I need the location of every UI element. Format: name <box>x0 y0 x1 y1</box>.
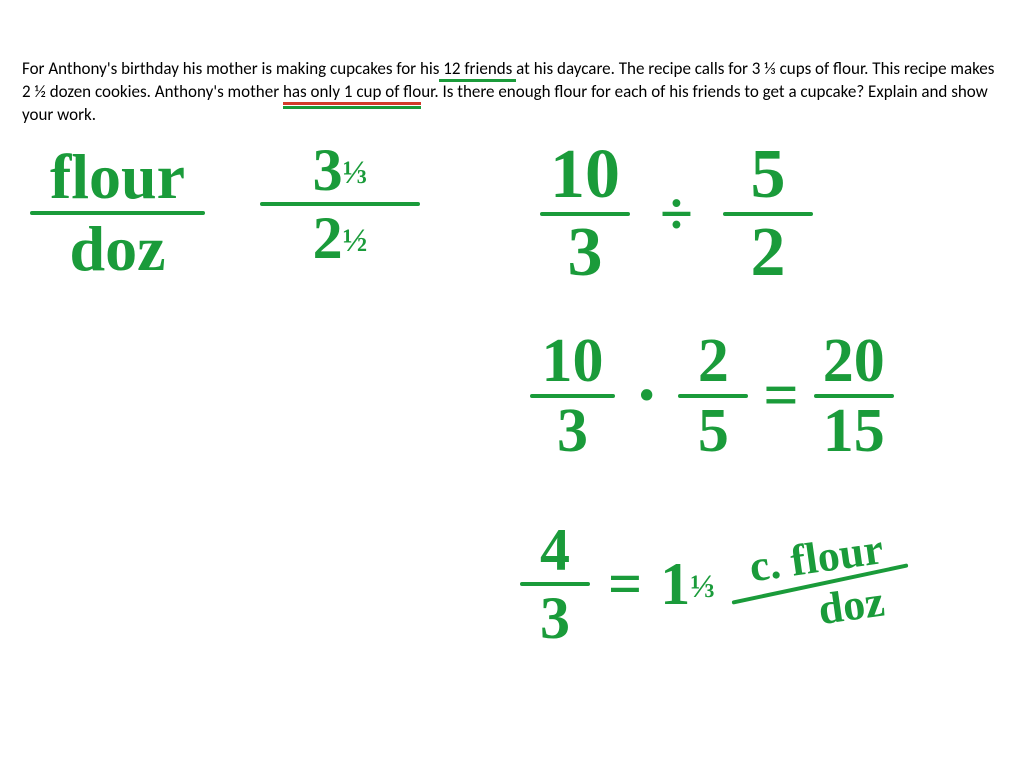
division-symbol: ÷ <box>660 184 693 244</box>
multiply-step: 10 3 · 2 5 = 20 15 <box>530 330 894 462</box>
setup-den-frac: ½ <box>343 225 368 258</box>
setup-fraction: 3⅓ 2½ <box>260 140 420 268</box>
mul-res-den: 15 <box>819 398 889 462</box>
underline-friends: 12 friends <box>439 58 516 82</box>
div-left-den: 3 <box>564 216 607 288</box>
ans-num: 4 <box>536 520 574 582</box>
answer-step: 4 3 = 1⅓ c. flour doz <box>520 520 910 648</box>
div-right-den: 2 <box>746 216 789 288</box>
label-num: flour <box>46 145 189 211</box>
setup-num-whole: 3 <box>313 137 343 203</box>
mul-res-num: 20 <box>819 330 889 394</box>
mul-right-den: 5 <box>694 398 733 462</box>
problem-text: For Anthony's birthday his mother is mak… <box>22 58 1002 127</box>
setup-den-whole: 2 <box>313 205 343 271</box>
mul-left-num: 10 <box>538 330 608 394</box>
ans-mixed: 1⅓ <box>660 554 715 614</box>
division-step: 10 3 ÷ 5 2 <box>540 140 813 288</box>
setup-num-frac: ⅓ <box>343 157 368 190</box>
equals-1: = <box>763 365 798 427</box>
label-den: doz <box>66 215 170 281</box>
problem-part1: For Anthony's birthday his mother is mak… <box>22 58 439 79</box>
underline-flour: has only 1 cup of flo <box>283 81 421 102</box>
div-left-num: 10 <box>546 140 624 212</box>
ans-den: 3 <box>536 586 574 648</box>
dot-symbol: · <box>635 361 658 431</box>
mul-right-num: 2 <box>694 330 733 394</box>
div-right-num: 5 <box>746 140 789 212</box>
mul-left-den: 3 <box>553 398 592 462</box>
equals-2: = <box>608 554 642 614</box>
label-fraction: flour doz <box>30 145 205 281</box>
